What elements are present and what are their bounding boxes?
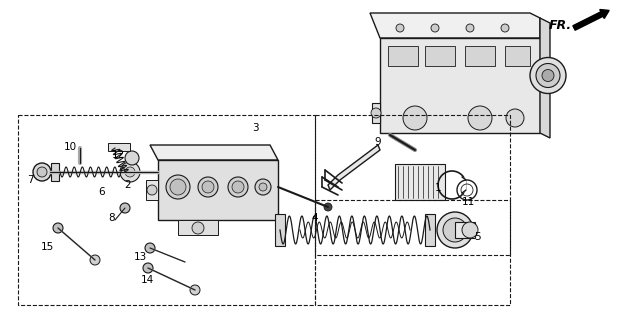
Circle shape (53, 223, 63, 233)
Bar (51, 163, 59, 181)
Circle shape (120, 162, 140, 182)
Circle shape (145, 243, 155, 253)
Polygon shape (150, 145, 278, 160)
Circle shape (542, 69, 554, 82)
Bar (425, 214, 435, 246)
Circle shape (468, 106, 492, 130)
Text: 7: 7 (27, 175, 33, 185)
Circle shape (125, 151, 139, 165)
Text: FR.: FR. (549, 19, 572, 31)
Bar (425, 46, 455, 66)
Circle shape (501, 24, 509, 32)
Circle shape (255, 179, 271, 195)
Circle shape (530, 58, 566, 93)
Circle shape (33, 163, 51, 181)
Circle shape (232, 181, 244, 193)
Text: 9: 9 (374, 137, 381, 147)
Text: 6: 6 (99, 187, 105, 197)
Circle shape (259, 183, 267, 191)
Polygon shape (178, 220, 218, 235)
Circle shape (166, 175, 190, 199)
Circle shape (228, 177, 248, 197)
Circle shape (396, 24, 404, 32)
Circle shape (443, 218, 467, 242)
Circle shape (37, 167, 47, 177)
Circle shape (125, 167, 135, 177)
Text: 15: 15 (40, 242, 53, 252)
Circle shape (120, 203, 130, 213)
Circle shape (192, 222, 204, 234)
Text: 13: 13 (133, 252, 146, 262)
Wedge shape (452, 178, 466, 192)
Bar (388, 46, 418, 66)
Text: 2: 2 (125, 180, 131, 190)
Bar (395, 164, 445, 200)
Bar (455, 222, 475, 238)
Bar (372, 103, 380, 123)
Circle shape (143, 263, 153, 273)
Text: 12: 12 (112, 150, 125, 160)
Polygon shape (370, 13, 540, 38)
Circle shape (536, 63, 560, 87)
Polygon shape (158, 160, 278, 220)
Text: 11: 11 (461, 197, 475, 207)
Circle shape (466, 24, 474, 32)
Text: 4: 4 (312, 213, 318, 223)
Circle shape (403, 106, 427, 130)
Polygon shape (380, 38, 540, 133)
Polygon shape (146, 180, 158, 200)
Circle shape (324, 203, 332, 211)
FancyArrow shape (573, 10, 609, 30)
Bar (275, 214, 285, 246)
Text: 1: 1 (435, 183, 441, 193)
Text: 8: 8 (108, 213, 115, 223)
Text: 10: 10 (63, 142, 76, 152)
Bar (108, 143, 130, 151)
Polygon shape (540, 18, 550, 138)
Polygon shape (328, 145, 380, 190)
Circle shape (202, 181, 214, 193)
Text: 3: 3 (252, 123, 259, 133)
Circle shape (90, 255, 100, 265)
Text: 14: 14 (140, 275, 154, 285)
Bar (505, 46, 530, 66)
Text: 5: 5 (475, 232, 481, 242)
Circle shape (437, 212, 473, 248)
Bar (465, 46, 495, 66)
Circle shape (170, 179, 186, 195)
Circle shape (147, 185, 157, 195)
Circle shape (198, 177, 218, 197)
Circle shape (190, 285, 200, 295)
Circle shape (462, 222, 478, 238)
Circle shape (431, 24, 439, 32)
Circle shape (371, 108, 381, 118)
Circle shape (506, 109, 524, 127)
